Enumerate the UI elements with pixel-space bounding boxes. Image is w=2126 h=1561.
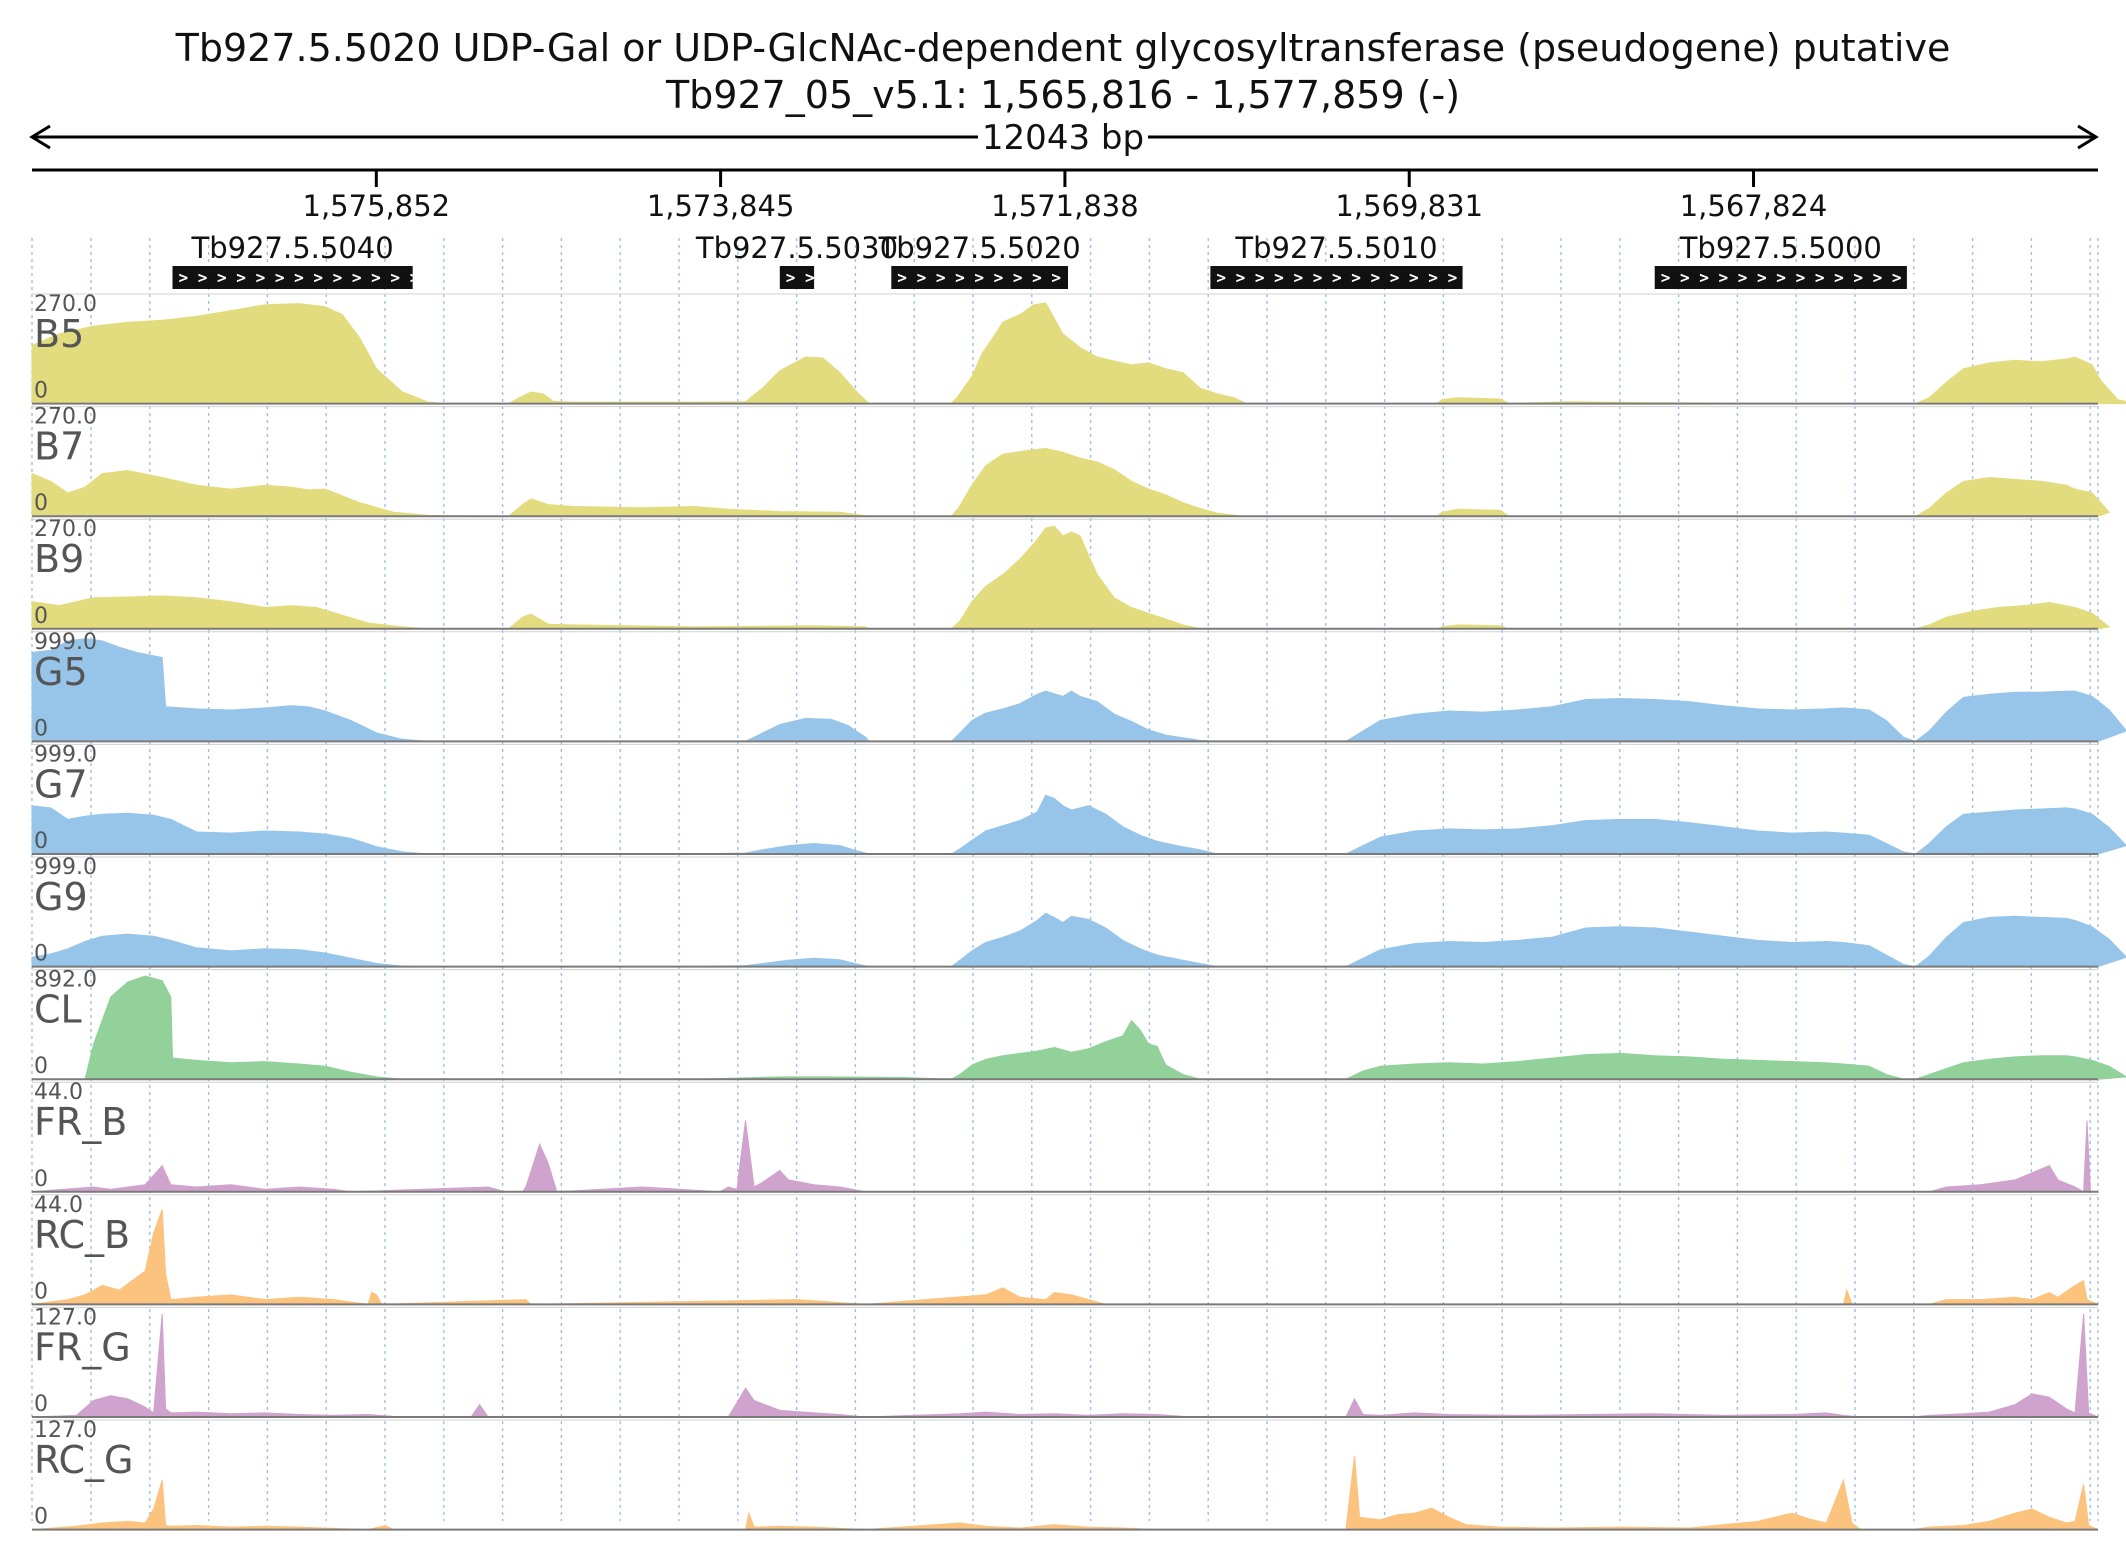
gene-box (779, 266, 815, 289)
track-rc-b: 44.0RC_B 0 (31, 1193, 2099, 1306)
track-name: G9 (34, 875, 88, 919)
gene-label: Tb927.5.5040 (191, 231, 394, 265)
track-zero-label: 0 (34, 1505, 48, 1530)
strand-arrows: > > > > > > > > > > > > > > > > (1661, 268, 1960, 287)
coverage-tracks: 270.0B50270.0B70270.0B90999.0G50999.0G70… (31, 292, 2126, 1531)
grid-lines (31, 238, 2099, 1521)
track-zero-label: 0 (34, 1392, 48, 1417)
coverage-area (31, 638, 2126, 742)
track-g9: 999.0G9 0 (31, 855, 2126, 968)
axis-tick-label: 1,567,824 (1680, 189, 1828, 223)
axis-tick-label: 1,573,845 (647, 189, 795, 223)
coverage-area (31, 1209, 2099, 1305)
strand-arrows: > > > > > > > > > > > > (897, 268, 1119, 287)
span-bp-label: 12043 bp (982, 118, 1144, 158)
track-zero-label: 0 (34, 716, 48, 741)
gene-box (172, 266, 413, 289)
track-max-label: 44.0 (34, 1193, 83, 1218)
track-max-label: 270.0 (34, 292, 97, 317)
gene-label: Tb927.5.5000 (1679, 231, 1882, 265)
coverage-area (31, 1455, 2099, 1531)
track-max-label: 127.0 (34, 1305, 97, 1330)
track-zero-label: 0 (34, 379, 48, 404)
track-b7: 270.0B7 0 (31, 405, 2111, 518)
track-max-label: 44.0 (34, 1080, 83, 1105)
strand-arrows: > > > > > > > > > > > > > > > > (1216, 268, 1515, 287)
track-g7: 999.0G7 0 (31, 742, 2126, 855)
track-max-label: 127.0 (34, 1418, 97, 1443)
axis-ticks: 1,575,852 1,573,845 1,571,838 1,569,831 1,56… (303, 170, 1828, 223)
track-max-label: 270.0 (34, 517, 97, 542)
track-rc-g: 127.0RC_G 0 (31, 1418, 2099, 1531)
span-arrow-left (29, 124, 51, 150)
gene-box (891, 266, 1069, 289)
coverage-area (32, 975, 2126, 1080)
track-zero-label: 0 (34, 1279, 48, 1304)
track-fr-b: 44.0FR_B 0 (31, 1080, 2098, 1193)
gene-feature: Tb927.5.5010 > > > > > > > > > > > > > > … (1210, 231, 1515, 289)
genomic-location: Tb927_05_v5.1: 1,565,816 - 1,577,859 (-) (665, 73, 1461, 117)
axis-tick-label: 1,575,852 (303, 189, 451, 223)
coverage-area (31, 912, 2126, 968)
span-ruler: 12043 bp (29, 118, 2099, 158)
track-fr-g: 127.0FR_G 0 (31, 1305, 2099, 1418)
track-name: RC_G (34, 1438, 134, 1482)
gene-feature: Tb927.5.5040 > > > > > > > > > > > > > > … (172, 231, 478, 289)
gene-box (1654, 266, 1907, 289)
gene-feature: Tb927.5.5000 > > > > > > > > > > > > > > … (1654, 231, 1960, 289)
track-name: G7 (34, 762, 88, 806)
track-cl: 892.0CL 0 (32, 968, 2126, 1081)
gene-title: Tb927.5.5020 UDP-Gal or UDP-GlcNAc-depen… (175, 26, 1951, 70)
axis-tick-label: 1,571,838 (991, 189, 1139, 223)
gene-box (1210, 266, 1463, 289)
axis-tick-label: 1,569,831 (1335, 189, 1483, 223)
track-max-label: 999.0 (34, 742, 97, 767)
track-max-label: 892.0 (34, 968, 97, 993)
track-zero-label: 0 (34, 1054, 48, 1079)
coverage-area (31, 1313, 2099, 1418)
coverage-area (31, 302, 2126, 405)
span-arrow-right (2077, 124, 2099, 150)
track-b9: 270.0B9 0 (31, 517, 2111, 630)
track-name: B7 (34, 425, 84, 469)
coverage-area (31, 794, 2126, 855)
track-max-label: 999.0 (34, 630, 97, 655)
track-max-label: 270.0 (34, 405, 97, 430)
track-zero-label: 0 (34, 491, 48, 516)
track-zero-label: 0 (34, 829, 48, 854)
gene-label: Tb927.5.5020 (878, 231, 1081, 265)
track-name: FR_B (34, 1100, 127, 1144)
strand-arrows: > > (786, 268, 815, 287)
track-zero-label: 0 (34, 1167, 48, 1192)
coverage-area (31, 447, 2111, 517)
strand-arrows: > > > > > > > > > > > > > > > > (179, 268, 478, 287)
coverage-area (31, 525, 2111, 630)
track-name: RC_B (34, 1213, 130, 1257)
track-max-label: 999.0 (34, 855, 97, 880)
track-zero-label: 0 (34, 604, 48, 629)
track-zero-label: 0 (34, 942, 48, 967)
gene-label: Tb927.5.5010 (1234, 231, 1437, 265)
track-name: B9 (34, 537, 84, 581)
gene-feature: Tb927.5.5020 > > > > > > > > > > > > (878, 231, 1119, 289)
track-name: CL (34, 988, 82, 1032)
gene-annotations: Tb927.5.5040 > > > > > > > > > > > > > > … (172, 231, 1960, 289)
gene-feature: Tb927.5.5030 > > (695, 231, 898, 289)
gene-label: Tb927.5.5030 (695, 231, 898, 265)
coverage-area (31, 1120, 2098, 1193)
track-name: FR_G (34, 1325, 131, 1369)
track-name: B5 (34, 312, 84, 356)
track-b5: 270.0B5 0 (31, 292, 2126, 405)
track-g5: 999.0G5 0 (31, 630, 2126, 743)
track-name: G5 (34, 650, 88, 694)
